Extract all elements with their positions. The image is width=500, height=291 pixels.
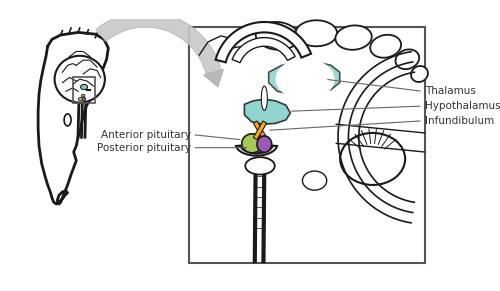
Ellipse shape (336, 25, 372, 50)
Polygon shape (96, 12, 221, 74)
Text: Anterior pituitary: Anterior pituitary (100, 130, 190, 140)
Ellipse shape (257, 136, 272, 152)
Polygon shape (244, 99, 290, 124)
Ellipse shape (242, 134, 262, 153)
Ellipse shape (302, 171, 326, 190)
Ellipse shape (80, 84, 87, 90)
Ellipse shape (78, 97, 83, 101)
Ellipse shape (340, 133, 405, 185)
Ellipse shape (82, 97, 86, 101)
FancyBboxPatch shape (189, 27, 424, 263)
Polygon shape (232, 38, 295, 63)
Text: Thalamus: Thalamus (424, 86, 476, 96)
Polygon shape (254, 121, 266, 140)
Ellipse shape (296, 20, 337, 46)
Ellipse shape (396, 49, 419, 69)
Polygon shape (254, 121, 266, 140)
Polygon shape (236, 146, 277, 156)
Ellipse shape (246, 157, 274, 175)
Text: Infundibulum: Infundibulum (424, 116, 494, 126)
Ellipse shape (276, 58, 334, 100)
Ellipse shape (82, 94, 85, 97)
Ellipse shape (262, 86, 268, 110)
Text: Hypothalamus: Hypothalamus (424, 101, 500, 111)
Text: Posterior pituitary: Posterior pituitary (96, 143, 190, 153)
Polygon shape (268, 62, 340, 95)
Ellipse shape (256, 22, 299, 50)
Ellipse shape (370, 35, 401, 58)
Polygon shape (204, 69, 224, 87)
Ellipse shape (64, 114, 71, 126)
Ellipse shape (54, 56, 105, 103)
Ellipse shape (411, 66, 428, 82)
Polygon shape (216, 22, 311, 62)
